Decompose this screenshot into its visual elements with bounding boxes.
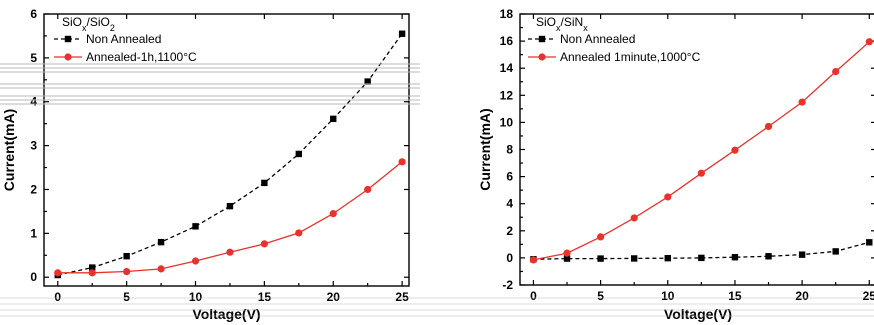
data-point-circle: [597, 233, 605, 241]
data-point-square: [597, 255, 604, 262]
data-point-square: [261, 179, 268, 187]
data-point-circle: [832, 67, 840, 76]
legend-title: SiOx/SiO2: [62, 15, 115, 33]
data-point-square: [798, 251, 806, 258]
data-point-square: [364, 78, 371, 85]
data-point-square: [330, 115, 337, 123]
y-tick-label: 14: [500, 61, 514, 75]
data-point-circle: [563, 249, 571, 257]
x-tick-label: 20: [327, 290, 341, 304]
x-tick-label: 5: [597, 289, 604, 303]
legend-marker-circle: [64, 53, 72, 61]
data-point-circle: [226, 248, 234, 256]
series-line-2: [57, 161, 403, 274]
data-point-square: [731, 254, 739, 261]
data-point-circle: [731, 146, 739, 154]
legend-label-2: Annealed 1minute,1000°C: [560, 50, 701, 64]
chart-1: 0 5 10 15 20 25 0 1 2 3 4 5 6 Voltage(V) Current(mA) Si…: [1, 7, 410, 322]
data-point-circle: [798, 98, 806, 106]
x-axis-title: Voltage(V): [192, 306, 260, 322]
data-point-circle: [329, 210, 337, 218]
y-axis-title: Current(mA): [477, 108, 493, 190]
x-tick-label: 0: [54, 290, 61, 304]
y-tick-label: 2: [506, 224, 513, 238]
data-point-square: [765, 253, 772, 260]
x-tick-label: 25: [395, 290, 409, 304]
scan-artifacts: [0, 63, 874, 317]
data-point-circle: [697, 169, 705, 177]
data-point-circle: [54, 269, 62, 277]
x-tick-label: 5: [123, 290, 130, 304]
data-point-square: [123, 252, 130, 260]
y-axis-title: Current(mA): [1, 109, 17, 191]
data-point-square: [563, 255, 571, 262]
legend-label-1: Non Annealed: [86, 32, 161, 46]
legend-marker-circle: [538, 53, 546, 61]
data-point-square: [664, 254, 671, 262]
y-tick-label: 12: [500, 88, 514, 102]
data-point-circle: [529, 256, 538, 264]
data-point-circle: [664, 193, 672, 201]
x-tick-label: 15: [258, 290, 272, 304]
x-tick-label: 15: [728, 289, 742, 303]
x-tick-label: 25: [863, 289, 874, 303]
x-tick-label: 10: [189, 290, 203, 304]
y-tick-label: 3: [30, 139, 37, 153]
data-point-circle: [123, 267, 131, 276]
data-point-circle: [88, 269, 96, 277]
y-tick-label: 4: [30, 95, 37, 109]
data-point-circle: [630, 214, 638, 222]
data-point-circle: [295, 229, 303, 237]
y-tick-label: 6: [506, 170, 513, 184]
chart-2: 0 5 10 15 20 25 -2 0 2 4 6 8 10 12 14 16 18 Voltage(V) Cur…: [477, 7, 874, 322]
data-point-square: [89, 264, 96, 271]
plot-area-frame: [43, 13, 410, 287]
legend-label-2: Annealed-1h,1100°C: [86, 50, 197, 64]
x-tick-label: 20: [795, 289, 809, 303]
data-point-circle: [865, 38, 873, 46]
x-tick-label: 10: [661, 289, 675, 303]
data-point-square: [630, 255, 638, 262]
data-point-square: [157, 238, 165, 246]
data-point-circle: [260, 240, 268, 248]
legend-marker-square: [538, 35, 546, 43]
legend-label-1: Non Annealed: [560, 32, 635, 46]
y-tick-label: 1: [30, 226, 37, 240]
data-point-square: [866, 239, 873, 246]
data-point-circle: [398, 158, 406, 166]
y-tick-label: 10: [500, 115, 514, 129]
x-axis-title: Voltage(V): [664, 306, 732, 322]
y-tick-label: 0: [30, 270, 37, 284]
data-point-square: [698, 254, 705, 262]
data-point-square: [226, 202, 234, 210]
data-point-circle: [191, 257, 200, 265]
y-tick-label: 4: [506, 197, 513, 211]
data-point-square: [192, 223, 199, 230]
data-point-square: [832, 248, 839, 255]
y-tick-label: 16: [500, 34, 514, 48]
data-point-square: [295, 150, 303, 158]
data-point-circle: [764, 122, 773, 131]
y-tick-label: 2: [30, 182, 37, 196]
y-tick-label: 0: [506, 251, 513, 265]
legend-title: SiOx/SiNx: [536, 15, 588, 33]
y-tick-label: 6: [30, 7, 37, 21]
data-point-circle: [157, 265, 165, 273]
y-tick-label: 8: [506, 143, 513, 157]
y-tick-label: 18: [500, 7, 514, 21]
y-tick-label: -2: [502, 278, 513, 292]
x-tick-label: 0: [530, 289, 537, 303]
series-line-2: [533, 41, 870, 261]
y-tick-label: 5: [30, 51, 37, 65]
legend-marker-square: [64, 35, 72, 43]
series-line-1: [57, 33, 403, 276]
data-point-circle: [364, 185, 372, 194]
data-point-square: [398, 30, 406, 37]
